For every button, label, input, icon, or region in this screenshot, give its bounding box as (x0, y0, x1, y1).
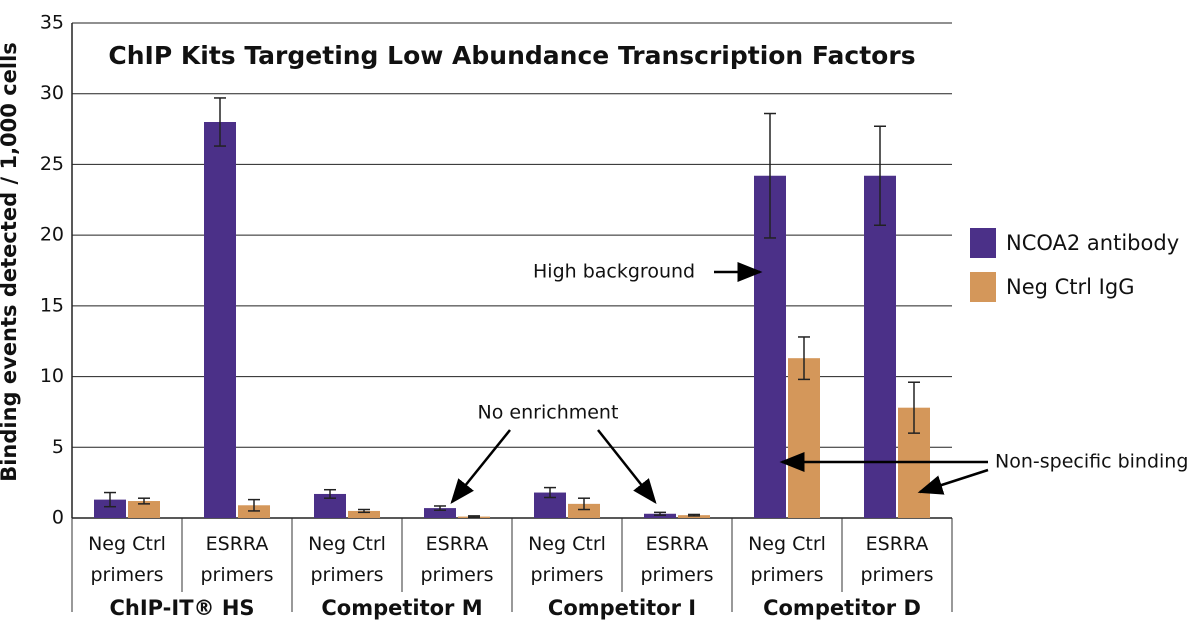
group-label: Competitor M (321, 596, 482, 620)
error-bar (544, 486, 556, 499)
y-tick-label: 25 (40, 153, 64, 175)
x-tick-label: ESRRA primers (200, 533, 273, 586)
x-tick-label: Neg Ctrl primers (528, 533, 606, 586)
x-tick-label: ESRRA primers (420, 533, 493, 586)
error-bar (138, 497, 150, 505)
bar (204, 122, 236, 518)
legend-label: Neg Ctrl IgG (1006, 275, 1134, 299)
error-bar (688, 513, 700, 517)
group-label: Competitor D (763, 596, 921, 620)
bar (128, 501, 160, 518)
bar (788, 358, 820, 518)
error-bar (654, 511, 666, 516)
x-tick-label: Neg Ctrl primers (308, 533, 386, 586)
y-tick-label: 35 (40, 12, 64, 34)
legend-swatch (970, 228, 996, 258)
error-bar (104, 491, 116, 508)
error-bar (798, 336, 810, 381)
chart-title: ChIP Kits Targeting Low Abundance Transc… (108, 41, 915, 70)
bar (864, 175, 896, 518)
x-tick-label: ESRRA primers (860, 533, 933, 586)
error-bar (578, 497, 590, 511)
legend-label: NCOA2 antibody (1006, 231, 1179, 255)
annotation: No enrichment (478, 402, 619, 424)
bars (94, 97, 930, 519)
x-tick-label: Neg Ctrl primers (88, 533, 166, 586)
y-axis-label: Binding events detected / 1,000 cells (0, 42, 21, 482)
error-bar (358, 508, 370, 514)
bar (94, 499, 126, 518)
group-label: Competitor I (548, 596, 696, 620)
legend: NCOA2 antibody Neg Ctrl IgG (970, 228, 1179, 302)
error-bar (214, 97, 226, 147)
y-tick-label: 0 (52, 507, 64, 529)
y-tick-label: 10 (40, 365, 64, 387)
y-tick-label: 5 (52, 436, 64, 458)
error-bar (874, 125, 886, 226)
annotation: Non-specific binding (995, 451, 1188, 473)
bar (568, 503, 600, 518)
x-tick-label: ESRRA primers (640, 533, 713, 586)
x-tick-label: Neg Ctrl primers (748, 533, 826, 586)
legend-swatch (970, 272, 996, 302)
error-bar (324, 488, 336, 499)
annotation: High background (533, 261, 695, 283)
grid: 0 5 10 15 20 25 30 35 Neg Ctrl primers ESRRA primer… (40, 12, 953, 620)
y-tick-label: 15 (40, 294, 64, 316)
error-bar (248, 498, 260, 512)
bar (348, 510, 380, 518)
annotation-arrow (450, 429, 511, 504)
annotation-arrow (597, 429, 657, 504)
error-bar (434, 505, 446, 511)
error-bar (764, 112, 776, 239)
y-tick-label: 30 (40, 82, 64, 104)
error-bar (908, 381, 920, 434)
error-bar (468, 515, 480, 519)
bar (424, 508, 456, 518)
annotation-arrow (917, 468, 989, 495)
group-label: ChIP-IT® HS (109, 596, 254, 620)
y-tick-label: 20 (40, 224, 64, 246)
